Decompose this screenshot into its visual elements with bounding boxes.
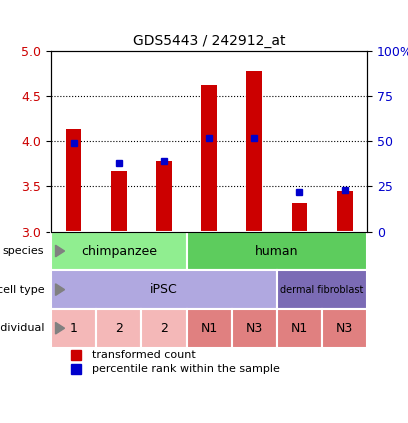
Bar <box>186 232 367 270</box>
Bar <box>66 129 82 232</box>
Bar <box>201 85 217 232</box>
Bar <box>111 171 126 232</box>
Bar <box>292 203 307 232</box>
Bar <box>232 309 277 348</box>
Bar <box>277 309 322 348</box>
Bar <box>277 270 367 309</box>
Bar <box>156 161 172 232</box>
Text: chimpanzee: chimpanzee <box>81 244 157 258</box>
Text: individual: individual <box>0 323 44 333</box>
Text: species: species <box>3 246 44 256</box>
Bar <box>51 232 186 270</box>
Bar <box>141 309 186 348</box>
Bar <box>51 309 96 348</box>
Bar <box>186 309 232 348</box>
Bar <box>246 71 262 232</box>
Text: cell type: cell type <box>0 285 44 294</box>
Text: 1: 1 <box>70 322 78 335</box>
Text: N3: N3 <box>336 322 353 335</box>
Text: dermal fibroblast: dermal fibroblast <box>280 285 364 294</box>
Text: transformed count: transformed count <box>92 350 196 360</box>
Text: 2: 2 <box>115 322 123 335</box>
Polygon shape <box>55 322 64 334</box>
Text: percentile rank within the sample: percentile rank within the sample <box>92 364 280 374</box>
Bar <box>322 309 367 348</box>
Text: N3: N3 <box>246 322 263 335</box>
Bar <box>51 270 277 309</box>
Bar <box>337 191 353 232</box>
Text: human: human <box>255 244 299 258</box>
Text: iPSC: iPSC <box>150 283 178 296</box>
Title: GDS5443 / 242912_at: GDS5443 / 242912_at <box>133 34 285 48</box>
Text: 2: 2 <box>160 322 168 335</box>
Polygon shape <box>55 245 64 257</box>
Text: N1: N1 <box>200 322 218 335</box>
Polygon shape <box>55 284 64 295</box>
Text: N1: N1 <box>291 322 308 335</box>
Bar <box>96 309 141 348</box>
